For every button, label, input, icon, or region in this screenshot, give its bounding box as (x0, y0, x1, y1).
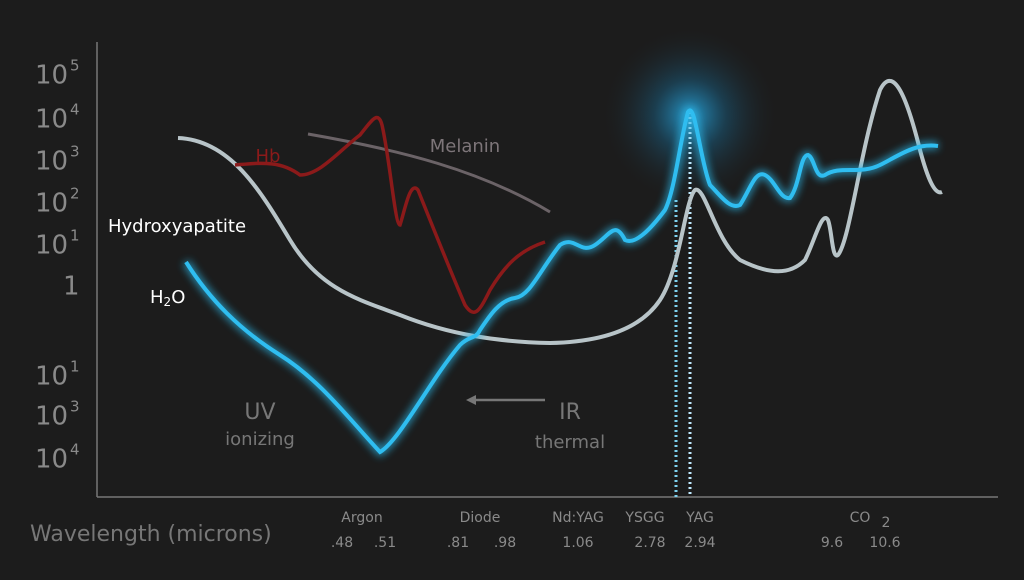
x-group-value: .81 (447, 535, 469, 551)
h2o-o: O (171, 287, 185, 308)
uv-label: UV (244, 400, 275, 425)
hydroxyapatite-label: Hydroxyapatite (108, 216, 246, 237)
arrow-head (466, 395, 476, 405)
y-tick-base: 10 (35, 362, 68, 392)
y-tick-base: 1 (63, 272, 80, 302)
y-tick-exp: 4 (70, 441, 80, 459)
y-tick-exp: 2 (70, 185, 80, 203)
x-group-value: 2.94 (684, 535, 715, 551)
x-group-value: .48 (331, 535, 353, 551)
x-group-value: .98 (494, 535, 516, 551)
x-group-name: Diode (460, 510, 501, 526)
y-tick-base: 10 (35, 189, 68, 219)
x-group-name: YSGG (624, 510, 664, 526)
y-tick-exp: 3 (70, 143, 80, 161)
x-group-sub: 2 (882, 515, 891, 531)
hb-curve (234, 115, 546, 314)
x-group-value: 1.06 (562, 535, 593, 551)
y-tick-base: 10 (35, 402, 68, 432)
melanin-label: Melanin (430, 136, 500, 157)
hydroxyapatite-curve (177, 79, 943, 346)
x-group-name: CO (850, 510, 871, 526)
h2o-h: H (150, 287, 164, 308)
x-group-value: .51 (374, 535, 396, 551)
y-tick-base: 10 (35, 61, 68, 91)
melanin-curve (307, 132, 551, 214)
ir-label: IR (559, 400, 581, 425)
y-tick-exp: 1 (70, 358, 80, 376)
x-group-name: Argon (341, 510, 382, 526)
h2o-sub: 2 (164, 295, 172, 309)
y-tick-base: 10 (35, 231, 68, 261)
y-tick-exp: 3 (70, 398, 80, 416)
x-group-name: YAG (685, 510, 714, 526)
y-tick-base: 10 (35, 105, 68, 135)
laser-lines (674, 112, 692, 497)
y-tick-exp: 5 (70, 57, 80, 75)
h2o-label: H2O (150, 287, 185, 309)
x-group-value: 9.6 (821, 535, 843, 551)
x-group-name: Nd:YAG (552, 510, 604, 526)
ir-sub-label: thermal (535, 432, 605, 453)
y-tick-base: 10 (35, 445, 68, 475)
x-axis-title: Wavelength (microns) (30, 522, 272, 547)
y-tick-exp: 4 (70, 101, 80, 119)
y-tick-base: 10 (35, 147, 68, 177)
x-group-value: 2.78 (634, 535, 665, 551)
h2o-curve (182, 106, 939, 458)
hb-label: Hb (256, 146, 281, 167)
uv-sub-label: ionizing (225, 429, 295, 450)
y-tick-exp: 1 (70, 227, 80, 245)
x-group-value: 10.6 (869, 535, 900, 551)
